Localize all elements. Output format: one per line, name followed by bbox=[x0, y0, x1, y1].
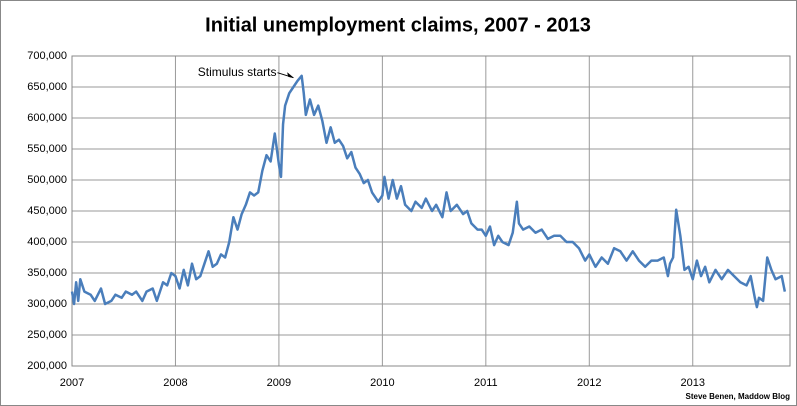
x-tick-label: 2007 bbox=[60, 377, 84, 389]
y-tick-label: 200,000 bbox=[27, 360, 67, 372]
y-tick-label: 600,000 bbox=[27, 112, 67, 124]
plot-area bbox=[71, 55, 791, 367]
annotation: Stimulus starts bbox=[198, 65, 277, 79]
x-tick-label: 2013 bbox=[681, 377, 705, 389]
source: Steve Benen, Maddow Blog bbox=[686, 392, 791, 401]
x-tick-label: 2011 bbox=[474, 377, 498, 389]
y-tick-label: 650,000 bbox=[27, 81, 67, 93]
y-tick-label: 550,000 bbox=[27, 143, 67, 155]
x-tick-label: 2008 bbox=[163, 377, 187, 389]
chart-title: Initial unemployment claims, 2007 - 2013 bbox=[205, 14, 591, 36]
y-tick-label: 350,000 bbox=[27, 267, 67, 279]
y-tick-label: 400,000 bbox=[27, 236, 67, 248]
x-tick-label: 2010 bbox=[370, 377, 394, 389]
y-tick-label: 700,000 bbox=[27, 50, 67, 62]
y-tick-label: 300,000 bbox=[27, 298, 67, 310]
y-tick-label: 500,000 bbox=[27, 174, 67, 186]
x-tick-label: 2012 bbox=[577, 377, 601, 389]
data-line bbox=[70, 74, 787, 309]
x-tick-label: 2009 bbox=[267, 377, 291, 389]
y-tick-label: 250,000 bbox=[27, 329, 67, 341]
arrow-head bbox=[287, 72, 294, 78]
y-tick-label: 450,000 bbox=[27, 205, 67, 217]
